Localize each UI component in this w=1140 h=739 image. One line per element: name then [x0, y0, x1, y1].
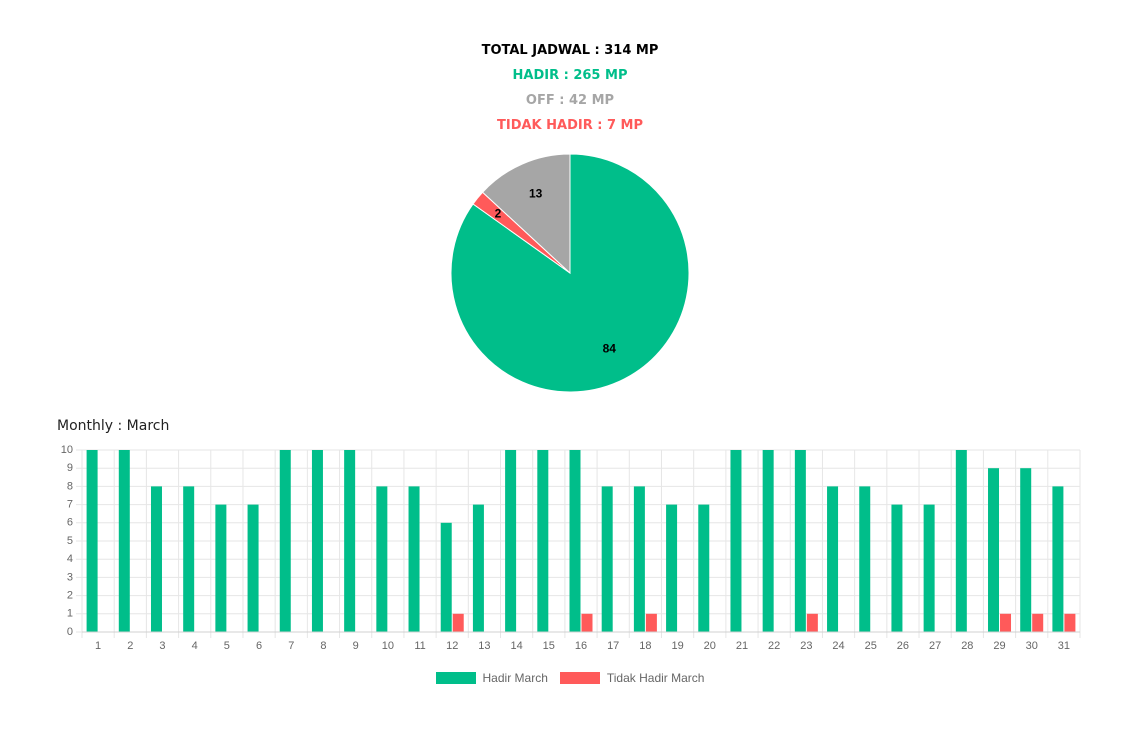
x-tick-label: 24 [832, 640, 844, 652]
hadir-bar-16[interactable] [569, 450, 581, 632]
hadir-bar-31[interactable] [1052, 486, 1064, 632]
hadir-bar-5[interactable] [215, 504, 227, 632]
x-tick-label: 16 [575, 640, 587, 652]
hadir-bar-10[interactable] [376, 486, 388, 632]
x-tick-label: 23 [800, 640, 812, 652]
hadir-bar-14[interactable] [505, 450, 517, 632]
x-tick-label: 21 [736, 640, 748, 652]
tidak-hadir-bar-29[interactable] [1000, 613, 1012, 632]
hadir-bar-3[interactable] [150, 486, 162, 632]
hadir-bar-9[interactable] [344, 450, 356, 632]
x-tick-label: 12 [446, 640, 458, 652]
x-tick-label: 13 [478, 640, 490, 652]
x-tick-label: 29 [993, 640, 1005, 652]
hadir-bar-23[interactable] [794, 450, 806, 632]
legend-label: Hadir March [482, 671, 548, 685]
pie-data-label-1: 2 [495, 207, 502, 221]
x-tick-label: 11 [414, 640, 425, 652]
hadir-bar-13[interactable] [472, 504, 484, 632]
hadir-bar-28[interactable] [955, 450, 967, 632]
x-tick-label: 15 [543, 640, 555, 652]
x-tick-label: 9 [353, 640, 359, 652]
tidak-hadir-bar-23[interactable] [806, 613, 818, 632]
x-tick-label: 14 [510, 640, 522, 652]
hadir-bar-24[interactable] [827, 486, 839, 632]
tidak-hadir-bar-12[interactable] [452, 613, 464, 632]
hadir-bar-8[interactable] [311, 450, 323, 632]
x-tick-label: 1 [95, 640, 101, 652]
x-tick-label: 2 [127, 640, 133, 652]
hadir-bar-29[interactable] [988, 468, 1000, 632]
y-tick-label: 0 [67, 626, 73, 638]
total-jadwal-label: TOTAL JADWAL : 314 MP [481, 43, 659, 58]
tidak-hadir-label: TIDAK HADIR : 7 MP [496, 118, 644, 133]
x-tick-label: 25 [865, 640, 877, 652]
x-tick-label: 18 [639, 640, 651, 652]
legend-item-hadir[interactable]: Hadir March [435, 671, 548, 685]
y-tick-label: 2 [67, 590, 73, 602]
y-tick-label: 1 [67, 608, 73, 620]
hadir-label: HADIR : 265 MP [512, 68, 628, 83]
y-tick-label: 4 [67, 553, 73, 565]
y-tick-label: 5 [67, 535, 73, 547]
x-tick-label: 22 [768, 640, 780, 652]
hadir-bar-17[interactable] [601, 486, 613, 632]
bar-chart-legend: Hadir March Tidak Hadir March [0, 671, 1140, 685]
y-tick-label: 6 [67, 517, 73, 529]
pie-data-label-2: 13 [529, 187, 543, 201]
hadir-bar-27[interactable] [923, 504, 935, 632]
x-tick-label: 4 [192, 640, 198, 652]
tidak-hadir-bar-31[interactable] [1064, 613, 1076, 632]
x-tick-label: 10 [382, 640, 394, 652]
hadir-bar-4[interactable] [183, 486, 195, 632]
hadir-bar-25[interactable] [859, 486, 871, 632]
hadir-bar-6[interactable] [247, 504, 259, 632]
hadir-bar-30[interactable] [1020, 468, 1032, 632]
tidak-hadir-bar-16[interactable] [581, 613, 593, 632]
off-label: OFF : 42 MP [525, 93, 615, 108]
legend-label: Tidak Hadir March [606, 671, 705, 685]
x-tick-label: 26 [897, 640, 909, 652]
hadir-bar-15[interactable] [537, 450, 549, 632]
tidak-hadir-bar-18[interactable] [645, 613, 657, 632]
y-tick-label: 10 [61, 444, 73, 456]
attendance-pie-chart: 84 2 13 [450, 153, 690, 393]
hadir-bar-1[interactable] [86, 450, 98, 632]
x-tick-label: 27 [929, 640, 941, 652]
x-tick-label: 5 [224, 640, 230, 652]
hadir-bar-18[interactable] [633, 486, 645, 632]
hadir-bar-21[interactable] [730, 450, 742, 632]
hadir-bar-26[interactable] [891, 504, 903, 632]
x-tick-label: 28 [961, 640, 973, 652]
pie-data-label-0: 84 [603, 341, 617, 355]
hadir-bar-11[interactable] [408, 486, 420, 632]
x-tick-label: 7 [288, 640, 294, 652]
hadir-bar-12[interactable] [440, 522, 452, 632]
y-tick-label: 7 [67, 499, 73, 511]
pie-slice-2[interactable] [481, 153, 571, 275]
hadir-bar-19[interactable] [666, 504, 678, 632]
x-tick-label: 6 [256, 640, 262, 652]
monthly-chart-title: Monthly : March [57, 418, 170, 434]
hadir-bar-22[interactable] [762, 450, 774, 632]
y-tick-label: 3 [67, 571, 73, 583]
x-tick-label: 30 [1026, 640, 1038, 652]
x-tick-label: 19 [671, 640, 683, 652]
legend-item-tidak-hadir[interactable]: Tidak Hadir March [559, 671, 705, 685]
x-tick-label: 31 [1058, 640, 1070, 652]
x-tick-label: 8 [320, 640, 326, 652]
hadir-bar-2[interactable] [118, 450, 130, 632]
y-tick-label: 8 [67, 480, 73, 492]
x-tick-label: 3 [159, 640, 165, 652]
legend-swatch [559, 672, 600, 684]
x-tick-label: 20 [704, 640, 716, 652]
hadir-bar-7[interactable] [279, 450, 291, 632]
legend-swatch [435, 672, 476, 684]
hadir-bar-20[interactable] [698, 504, 710, 632]
x-tick-label: 17 [607, 640, 619, 652]
y-tick-label: 9 [67, 462, 73, 474]
tidak-hadir-bar-30[interactable] [1032, 613, 1044, 632]
